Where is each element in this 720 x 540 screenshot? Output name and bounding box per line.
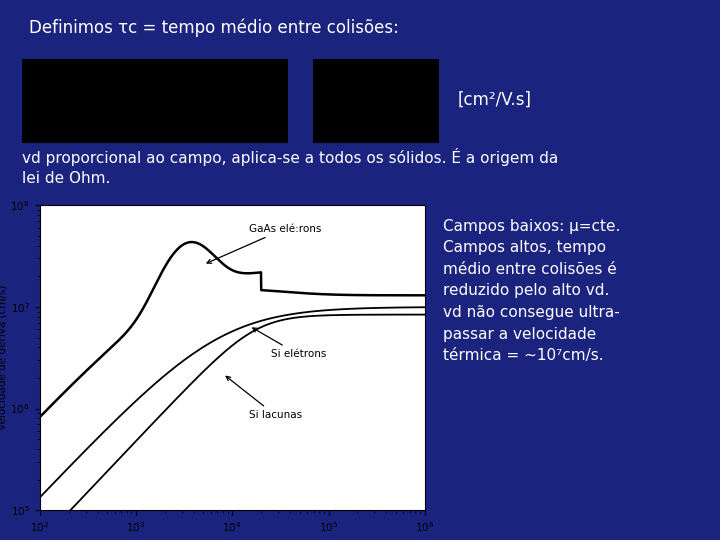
Text: [cm²/V.s]: [cm²/V.s] (457, 91, 531, 109)
X-axis label: Campo elétrico (V/cm): Campo elétrico (V/cm) (170, 539, 294, 540)
Text: GaAs elé:rons: GaAs elé:rons (207, 224, 322, 263)
Y-axis label: Velocidade de deriva (cm/s): Velocidade de deriva (cm/s) (0, 285, 8, 430)
Text: vd proporcional ao campo, aplica-se a todos os sólidos. É a origem da
lei de Ohm: vd proporcional ao campo, aplica-se a to… (22, 148, 558, 186)
Text: Definimos τc = tempo médio entre colisões:: Definimos τc = tempo médio entre colisõe… (29, 19, 399, 37)
Bar (22, 59, 288, 143)
Text: Campos baixos: μ=cte.
Campos altos, tempo
médio entre colisões é
reduzido pelo a: Campos baixos: μ=cte. Campos altos, temp… (443, 219, 620, 363)
Text: Si elétrons: Si elétrons (253, 328, 326, 359)
Text: Si lacunas: Si lacunas (226, 376, 302, 421)
Bar (313, 59, 439, 143)
